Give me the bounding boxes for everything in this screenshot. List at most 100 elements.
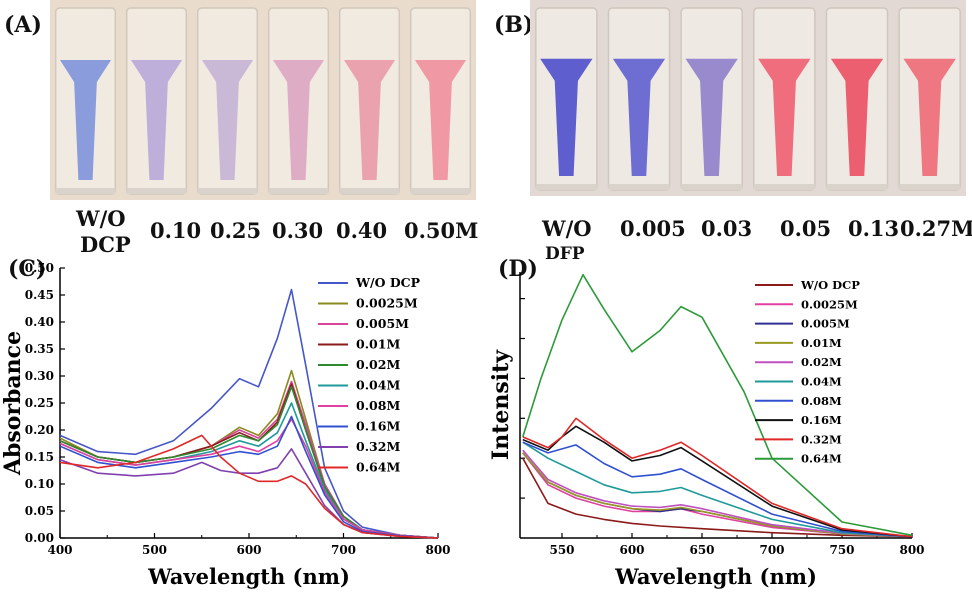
vial-liquid xyxy=(272,60,325,180)
panel-a-label-3: 0.30 xyxy=(272,218,324,243)
vial-liquid xyxy=(903,58,956,176)
panel-b-label-4: 0.13 xyxy=(848,216,900,241)
vial-base xyxy=(681,184,743,190)
vial-base xyxy=(826,184,888,190)
y-tick-label: 0.05 xyxy=(25,504,54,518)
panel-label-a: (A) xyxy=(4,12,42,38)
legend-entry: 0.64M xyxy=(801,452,842,466)
vial-liquid xyxy=(758,58,811,176)
legend-entry: 0.0025M xyxy=(801,297,858,311)
vial-base xyxy=(535,184,597,190)
x-tick-label: 750 xyxy=(829,543,854,557)
vial xyxy=(535,7,598,191)
legend-entry: 0.04M xyxy=(356,378,400,393)
legend-entry: 0.01M xyxy=(356,337,400,352)
series-line xyxy=(522,457,913,538)
photo-background xyxy=(50,0,476,200)
vial-liquid xyxy=(540,58,593,176)
series-line xyxy=(522,449,913,538)
vial xyxy=(54,7,117,195)
vial xyxy=(338,7,401,195)
x-tick-label: 700 xyxy=(759,543,784,557)
legend-entry: 0.0025M xyxy=(356,296,418,311)
legend-entry: 0.005M xyxy=(801,317,850,331)
panel-a-label-wo: W/O xyxy=(76,206,126,231)
series-line xyxy=(59,434,439,539)
series-line xyxy=(59,288,439,539)
panel-b-label-3: 0.05 xyxy=(780,216,832,241)
vial-base xyxy=(410,188,471,194)
legend-entry: 0.005M xyxy=(356,316,409,331)
panel-label-b: (B) xyxy=(494,12,534,38)
legend-entry: 0.02M xyxy=(356,357,400,372)
panel-a-label-1: 0.10 xyxy=(150,218,202,243)
legend-entry: 0.08M xyxy=(356,398,400,413)
x-tick-label: 650 xyxy=(689,543,714,557)
x-tick-label: 800 xyxy=(425,543,450,557)
x-tick-label: 800 xyxy=(899,543,924,557)
series-line xyxy=(59,418,439,539)
photo-background xyxy=(530,0,966,196)
series-line xyxy=(522,441,913,538)
panel-label-c: (C) xyxy=(8,256,47,282)
vial-base xyxy=(55,188,116,194)
series-line xyxy=(522,452,913,538)
legend-entry: 0.16M xyxy=(801,413,842,427)
panel-b-label-2: 0.03 xyxy=(701,216,753,241)
vial-liquid xyxy=(612,58,666,176)
vial-base xyxy=(268,188,329,194)
vial-base xyxy=(608,184,670,190)
legend-entry: 0.01M xyxy=(801,336,842,350)
vial xyxy=(898,7,961,191)
x-tick-label: 600 xyxy=(619,543,644,557)
chart-c: 400 500 600 700 800 0.00 0.05 0.10 0.15 0.20 0.25 0… xyxy=(0,261,451,589)
panel-label-d: (D) xyxy=(498,256,538,282)
y-tick-label: 0.50 xyxy=(25,261,54,275)
y-axis-label: Intensity xyxy=(488,349,514,460)
panel-b-label-dfp: DFP xyxy=(545,244,585,264)
y-tick-label: 0.15 xyxy=(25,450,54,464)
y-tick-label: 0.35 xyxy=(25,342,54,356)
vial-liquid xyxy=(130,60,183,180)
panel-b-photo xyxy=(530,0,966,196)
panel-a-photo xyxy=(50,0,476,200)
y-axis-label: Absorbance xyxy=(0,331,26,476)
vial xyxy=(753,7,816,191)
legend-entry: 0.04M xyxy=(801,375,842,389)
y-tick-label: 0.10 xyxy=(25,477,54,491)
vial-base xyxy=(339,188,400,194)
legend-entry: 0.16M xyxy=(356,419,400,434)
chart-d: 550 600 650 700 750 800 Wavelength (nm) Intensi… xyxy=(488,272,925,589)
vial xyxy=(825,7,889,191)
legend-entry: W/O DCP xyxy=(355,275,421,290)
x-tick-label: 400 xyxy=(47,543,72,557)
x-tick-label: 700 xyxy=(331,543,356,557)
vial xyxy=(196,7,259,195)
legend-entry: W/O DCP xyxy=(800,278,860,292)
y-tick-label: 0.20 xyxy=(25,423,54,437)
vial xyxy=(409,7,472,195)
y-tick-label: 0.00 xyxy=(25,531,54,545)
legend-entry: 0.02M xyxy=(801,355,842,369)
vial-liquid xyxy=(59,60,112,180)
vial xyxy=(267,7,330,195)
panel-b-label-1: 0.005 xyxy=(620,216,686,241)
vial-row xyxy=(530,0,966,196)
x-tick-label: 600 xyxy=(236,543,261,557)
vial-liquid xyxy=(201,60,254,180)
panel-a-label-2: 0.25 xyxy=(210,218,262,243)
vial-liquid xyxy=(414,60,467,180)
panel-b-label-wo: W/O xyxy=(542,216,592,241)
panel-a-label-4: 0.40 xyxy=(336,218,388,243)
x-axis-label: Wavelength (nm) xyxy=(147,564,350,589)
panel-a-label-5: 0.50M xyxy=(404,218,479,243)
vial-base xyxy=(899,184,961,190)
x-tick-label: 500 xyxy=(142,543,167,557)
vial-base xyxy=(197,188,258,194)
vial-liquid xyxy=(685,58,738,176)
x-axis-label: Wavelength (nm) xyxy=(614,564,817,589)
vial-liquid xyxy=(343,60,396,180)
vial xyxy=(607,7,671,191)
x-tick-label: 550 xyxy=(549,543,574,557)
